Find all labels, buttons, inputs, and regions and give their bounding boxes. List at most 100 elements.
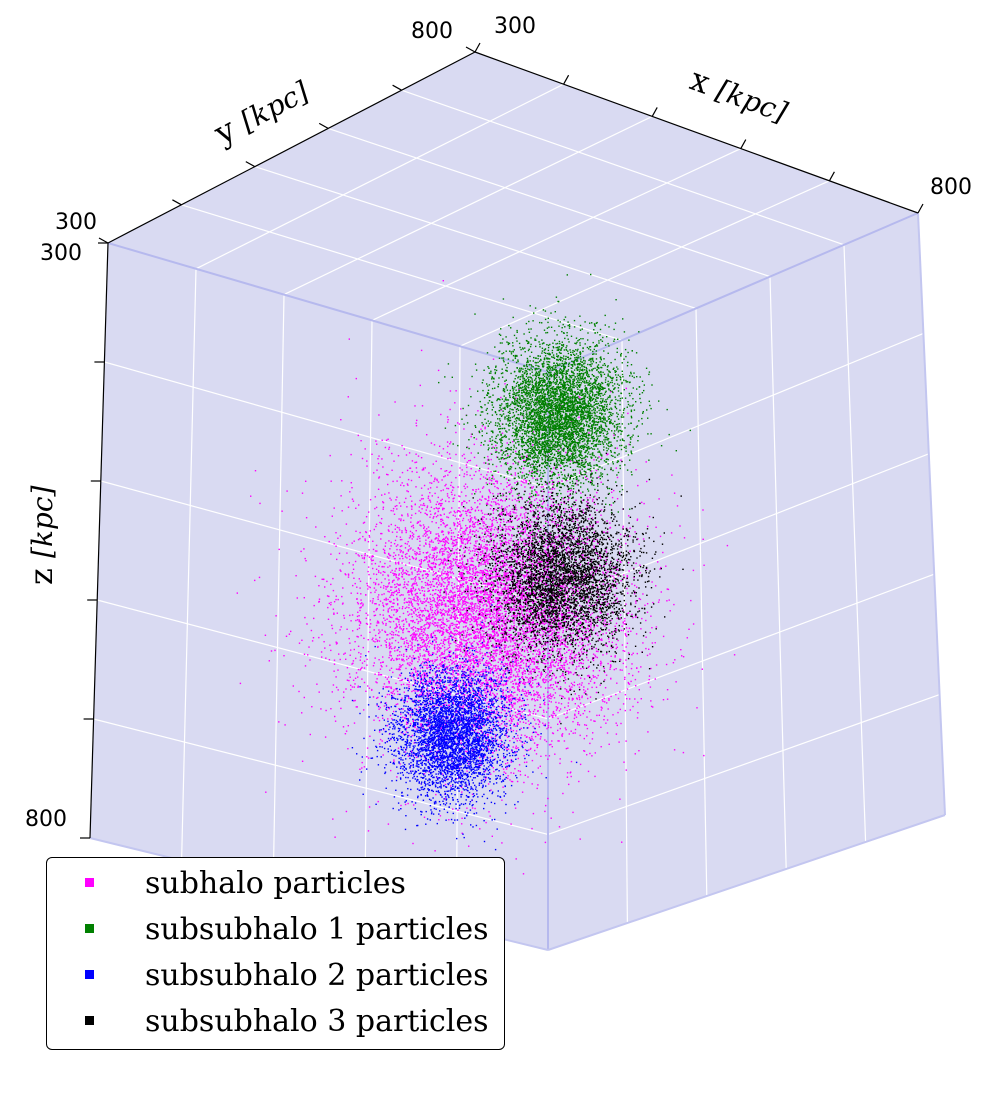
scatter-point (623, 650, 626, 652)
scatter-point (504, 683, 507, 685)
scatter-point (408, 574, 411, 576)
scatter-point (503, 672, 505, 675)
scatter-point (559, 403, 562, 406)
scatter-point (442, 538, 445, 540)
scatter-point (369, 626, 371, 628)
scatter-point (478, 632, 480, 634)
scatter-point (482, 633, 485, 635)
scatter-point (497, 634, 499, 637)
scatter-point (401, 658, 403, 660)
scatter-point (519, 652, 521, 655)
scatter-point (341, 603, 344, 605)
scatter-point (560, 703, 563, 705)
scatter-point (569, 460, 572, 462)
scatter-point (557, 450, 560, 452)
scatter-point (413, 804, 415, 806)
scatter-point (490, 667, 492, 670)
scatter-point (508, 583, 510, 586)
scatter-point (585, 631, 587, 634)
scatter-point (532, 486, 534, 488)
scatter-point (418, 643, 420, 646)
scatter-point (463, 634, 465, 637)
scatter-point (506, 564, 508, 566)
scatter-point (497, 586, 500, 589)
scatter-point (531, 668, 534, 670)
scatter-point (369, 586, 371, 589)
scatter-point (562, 518, 564, 520)
scatter-point (470, 558, 472, 560)
scatter-point (625, 627, 628, 629)
scatter-point (369, 600, 372, 602)
scatter-point (558, 583, 560, 585)
scatter-point (431, 521, 433, 523)
scatter-point (499, 681, 501, 684)
scatter-point (544, 609, 546, 611)
scatter-point (410, 644, 412, 646)
scatter-point (367, 614, 369, 616)
scatter-point (462, 541, 464, 543)
scatter-point (372, 640, 375, 642)
scatter-point (490, 547, 493, 549)
scatter-point (552, 649, 554, 652)
scatter-point (518, 657, 520, 659)
scatter-point (542, 657, 544, 660)
scatter-point (379, 738, 382, 741)
scatter-point (449, 591, 451, 593)
scatter-point (594, 503, 596, 505)
scatter-point (496, 543, 498, 545)
scatter-point (415, 422, 417, 424)
scatter-point (411, 603, 413, 605)
grid-line (547, 694, 940, 835)
scatter-point (623, 761, 625, 763)
scatter-point (451, 571, 454, 573)
scatter-point (411, 534, 414, 537)
scatter-point (500, 651, 502, 654)
scatter-point (415, 614, 417, 616)
scatter-point (396, 508, 398, 510)
scatter-point (422, 504, 424, 506)
scatter-point (514, 589, 516, 591)
scatter-point (518, 645, 520, 647)
scatter-point (435, 674, 437, 677)
scatter-point (575, 657, 577, 659)
scatter-point (494, 670, 496, 672)
scatter-point (426, 666, 428, 669)
scatter-point (548, 482, 550, 484)
scatter-point (448, 453, 451, 455)
scatter-point (501, 624, 503, 626)
scatter-point (526, 636, 528, 639)
scatter-point (414, 577, 416, 579)
grid-line (459, 180, 830, 347)
scatter-point (413, 668, 415, 671)
scatter-point (453, 616, 456, 618)
scatter-point (394, 590, 396, 593)
scatter-point (476, 548, 478, 551)
scatter-point (466, 615, 469, 617)
scatter-point (518, 580, 520, 582)
scatter-point (648, 516, 651, 518)
scatter-point (576, 707, 578, 709)
scatter-point (339, 535, 342, 537)
scatter-point (412, 587, 414, 590)
scatter-point (463, 681, 465, 683)
scatter-point (465, 784, 468, 786)
scatter-point (413, 599, 416, 602)
scatter-point (527, 678, 530, 680)
scatter-point (409, 662, 411, 664)
scatter-point (600, 706, 602, 708)
scatter-point (497, 493, 499, 495)
scatter-point (393, 460, 395, 462)
scatter-point (377, 583, 380, 586)
scatter-point (599, 630, 601, 633)
scatter-point (575, 615, 577, 617)
scatter-point (450, 553, 453, 555)
scatter-point (434, 625, 436, 627)
scatter-point (516, 525, 519, 527)
scatter-point (516, 722, 519, 724)
scatter-point (474, 605, 476, 607)
scatter-point (463, 632, 465, 634)
scatter-point (411, 616, 413, 618)
scatter-point (516, 723, 519, 725)
scatter-point (472, 526, 475, 528)
scatter-point (582, 659, 585, 662)
